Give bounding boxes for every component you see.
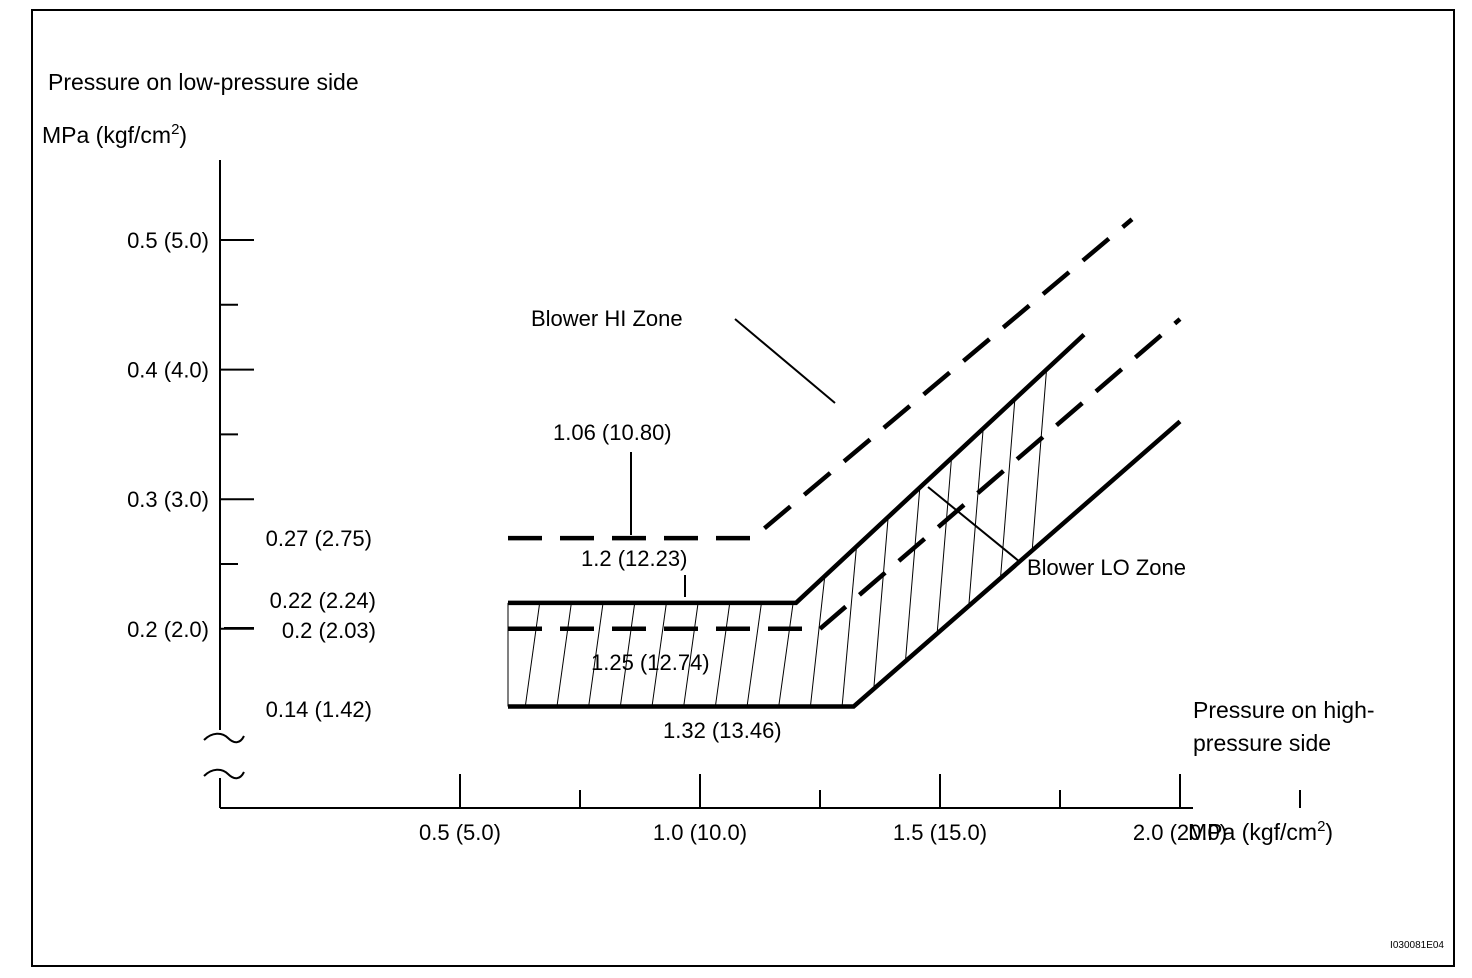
y-axis-unit-close: ) — [179, 122, 187, 148]
solid-lower-level-label: 0.14 (1.42) — [266, 697, 372, 722]
x-tick-label: 2.0 (20.0) — [1133, 820, 1227, 845]
y-tick-label: 0.4 (4.0) — [127, 358, 209, 383]
hatch-line — [588, 602, 604, 707]
hatch-line — [904, 487, 921, 662]
hatch-line — [619, 602, 636, 707]
hatch-line — [778, 602, 794, 707]
hi-level-label: 0.27 (2.75) — [266, 526, 372, 551]
x-axis-unit: MPa (kgf/cm2) — [1188, 818, 1333, 845]
hatch-line — [524, 602, 541, 707]
y-tick-label: 0.3 (3.0) — [127, 487, 209, 512]
x-axis-unit-close: ) — [1325, 819, 1333, 845]
x-axis-title-line1: Pressure on high- — [1193, 697, 1375, 723]
x-tick-label: 0.5 (5.0) — [419, 820, 501, 845]
dashed-lower-level-label: 0.2 (2.03) — [282, 618, 376, 643]
series-line-3 — [508, 317, 1182, 632]
hatch-line — [651, 602, 667, 707]
hatch-line — [683, 602, 699, 707]
annotation-group: Blower HI Zone Blower LO Zone 1.06 (10.8… — [224, 306, 1186, 743]
y-axis-unit-main: MPa (kgf/cm — [42, 122, 171, 148]
y-tick-label: 0.2 (2.0) — [127, 617, 209, 642]
solid-upper-level-label: 0.22 (2.24) — [270, 588, 376, 613]
y-axis-title: Pressure on low-pressure side — [48, 69, 359, 95]
hatch-line — [714, 602, 731, 707]
series-line-2 — [508, 332, 1086, 606]
hatch-line — [746, 602, 762, 707]
x-axis-unit-main: MPa (kgf/cm — [1188, 819, 1317, 845]
blower-lo-leader — [927, 486, 1021, 563]
y-axis-unit-sup: 2 — [171, 121, 179, 138]
lo-zone-hatching — [507, 369, 1048, 707]
x-tick-label: 1.0 (10.0) — [653, 820, 747, 845]
y-tick-label: 0.5 (5.0) — [127, 228, 209, 253]
y-axis-break-lower — [203, 768, 245, 780]
solid-upper-knee-label: 1.2 (12.23) — [581, 546, 687, 571]
axes — [203, 160, 1193, 809]
hatch-line — [841, 546, 857, 707]
x-axis-unit-sup: 2 — [1317, 818, 1325, 835]
blower-hi-leader — [734, 318, 836, 404]
hi-knee-label: 1.06 (10.80) — [553, 420, 672, 445]
hatch-line — [809, 575, 826, 707]
hatch-line — [936, 457, 953, 634]
solid-lower-knee-label: 1.32 (13.46) — [663, 718, 782, 743]
hatch-line — [968, 428, 984, 606]
tick-group: 0.5 (5.0) 0.4 (4.0) 0.3 (3.0) 0.2 (2.0) 0.5 … — [127, 228, 1301, 845]
blower-lo-label: Blower LO Zone — [1027, 555, 1186, 580]
x-axis-title-line2: pressure side — [1193, 730, 1331, 756]
dashed-lower-knee-label: 1.25 (12.74) — [591, 650, 710, 675]
hatch-line — [1031, 369, 1048, 551]
hatch-line — [556, 602, 572, 707]
frame-border — [31, 9, 1455, 967]
series-line-4 — [508, 419, 1182, 709]
series-group — [508, 217, 1182, 709]
y-axis-break-upper — [203, 732, 245, 744]
x-tick-label: 1.5 (15.0) — [893, 820, 987, 845]
series-line-1 — [508, 217, 1134, 541]
figure-id: I030081E04 — [1390, 940, 1444, 951]
hatch-line — [873, 516, 889, 689]
y-axis-unit: MPa (kgf/cm2) — [42, 121, 187, 148]
blower-hi-label: Blower HI Zone — [531, 306, 683, 331]
